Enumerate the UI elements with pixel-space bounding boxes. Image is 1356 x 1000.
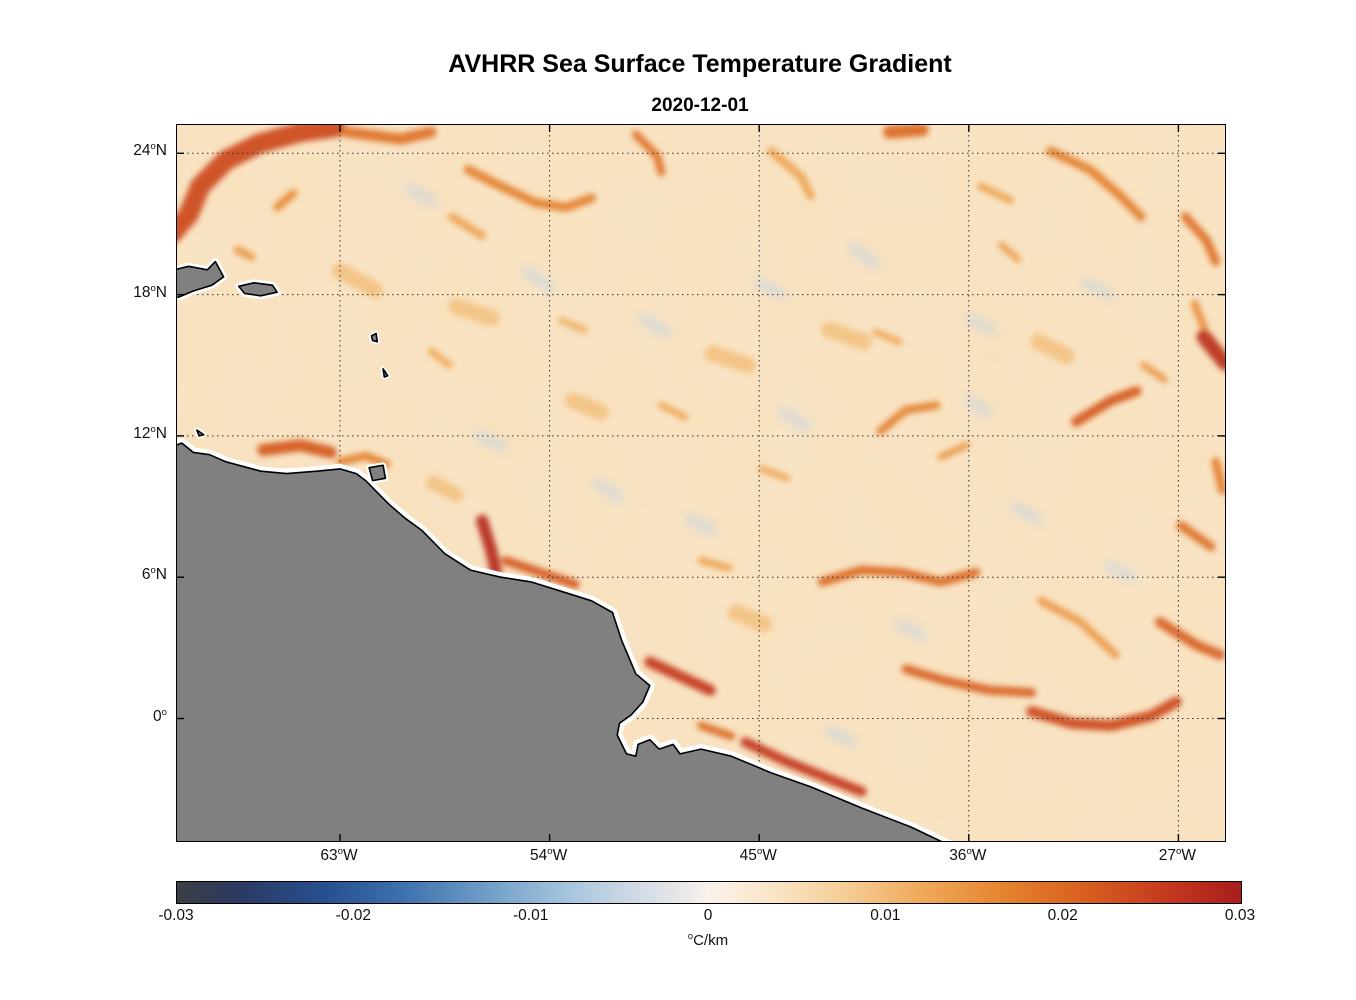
colorbar-tick-label: 0.02 (1047, 907, 1078, 924)
faint-front (591, 478, 625, 503)
y-tick-label: 18oN (133, 282, 167, 301)
y-tick-label: 24oN (133, 141, 167, 160)
sst-front (644, 656, 716, 696)
sst-front (821, 321, 872, 350)
sst-front (1037, 596, 1120, 659)
x-tick-label: 45oW (739, 845, 777, 864)
y-tick-label: 0o (153, 706, 167, 725)
faint-front (1103, 560, 1137, 583)
sst-front (427, 347, 453, 369)
sst-front (273, 189, 298, 212)
colorbar-label: oC/km (687, 931, 729, 949)
faint-front (847, 242, 881, 269)
y-tick-label: 6oN (141, 565, 167, 584)
map-axes (176, 124, 1226, 842)
faint-front (637, 313, 672, 338)
sst-front (704, 345, 756, 374)
sst-front (341, 126, 437, 145)
sst-front (872, 328, 903, 346)
sst-front (557, 317, 589, 334)
sst-front (740, 737, 867, 797)
sst-front (758, 465, 791, 482)
faint-front (777, 407, 811, 432)
colorbar-tick-label: -0.01 (512, 907, 549, 924)
sst-front (1026, 696, 1182, 732)
colorbar (176, 881, 1242, 904)
sst-front (336, 451, 391, 469)
sst-front (1190, 300, 1208, 332)
sst-front (447, 212, 487, 240)
sst-front (1030, 333, 1075, 364)
sst-front (727, 604, 772, 633)
sst-front (766, 146, 815, 200)
sst-front (631, 130, 666, 177)
land-island-curacao (196, 429, 205, 437)
chart-title: AVHRR Sea Surface Temperature Gradient (448, 50, 952, 78)
faint-front (754, 277, 788, 300)
sst-front (177, 125, 346, 243)
land-island-hispaniola (177, 260, 225, 299)
land-island-trinidad (368, 464, 387, 482)
sst-front (901, 664, 1037, 698)
sst-front (448, 298, 500, 327)
sst-front (1140, 361, 1168, 383)
sst-front (257, 439, 337, 459)
sst-front (697, 557, 733, 572)
sst-front (476, 514, 503, 579)
faint-front (404, 183, 439, 208)
faint-fronts (404, 183, 1137, 748)
sst-gradient-map (177, 125, 1225, 841)
sst-front (1071, 386, 1142, 427)
sst-front (1211, 457, 1225, 495)
sst-fronts (177, 125, 1225, 797)
faint-front (1010, 501, 1044, 526)
sst-front (697, 721, 736, 741)
land-island-guadeloupe (370, 332, 379, 343)
colorbar-tick-label: -0.03 (158, 907, 194, 924)
sst-front (937, 441, 970, 461)
x-tick-label: 63oW (320, 845, 358, 864)
sst-front (876, 401, 941, 436)
land-mainland-south-america (177, 442, 943, 841)
sst-front (500, 556, 580, 589)
faint-front (521, 266, 555, 293)
colorbar-tick-label: 0 (703, 907, 713, 924)
sst-front (233, 245, 256, 261)
x-tick-label: 36oW (949, 845, 987, 864)
sst-front (977, 182, 1015, 204)
sst-front (997, 241, 1022, 263)
sst-front (463, 165, 596, 212)
colorbar-tick-label: 0.01 (870, 907, 901, 924)
faint-front (1080, 277, 1114, 300)
sst-front (1045, 146, 1146, 222)
sst-front (1176, 520, 1216, 552)
faint-front (963, 313, 998, 335)
chart-subtitle: 2020-12-01 (651, 95, 749, 116)
faint-front (963, 395, 993, 418)
land-island-puerto-rico (237, 282, 278, 297)
sst-front (332, 263, 383, 298)
faint-front (474, 430, 508, 453)
sst-front (1154, 617, 1225, 660)
sst-front (426, 476, 464, 502)
x-tick-label: 54oW (529, 845, 568, 864)
sst-front (1180, 212, 1221, 267)
y-tick-label: 12oN (133, 423, 167, 442)
sst-front (657, 401, 689, 421)
faint-front (824, 725, 858, 748)
x-tick-label: 27oW (1158, 845, 1197, 864)
sst-front (564, 392, 609, 421)
colorbar-tick-label: 0.03 (1224, 907, 1256, 924)
land-island-martinique (382, 368, 389, 378)
colorbar-tick-label: -0.02 (335, 907, 371, 924)
faint-front (684, 513, 718, 536)
sst-front (883, 125, 929, 139)
sst-front (817, 565, 981, 587)
faint-front (894, 619, 928, 642)
sst-front (1196, 329, 1225, 371)
